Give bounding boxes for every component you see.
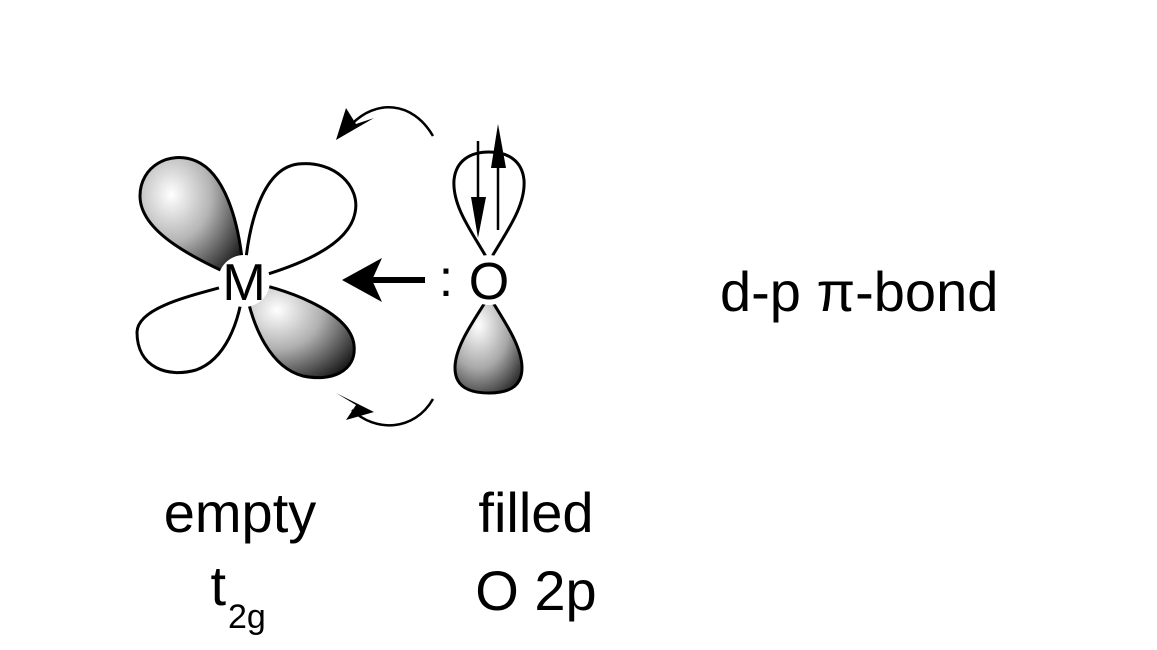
d-lobe-bottom-right [242, 279, 356, 380]
bond-type-label: d-p π-bond [720, 260, 998, 323]
metal-symbol: M [222, 254, 265, 312]
electron-spin-up-icon [491, 124, 506, 230]
d-lobe-top-right [242, 162, 358, 283]
metal-d-orbital-icon [135, 156, 358, 380]
lone-pair: : [439, 250, 453, 308]
oxygen-p-orbital-icon [452, 150, 526, 395]
d-lobe-top-left [138, 156, 246, 284]
electron-pair [471, 124, 506, 238]
t2g-subscript: 2g [228, 598, 266, 636]
oxygen-symbol: O [469, 253, 509, 311]
oxygen-label-line1: filled [478, 481, 593, 544]
curved-arrow-top-icon [336, 106, 435, 140]
t2g-base: t [210, 554, 226, 617]
donation-arrow-icon [342, 258, 425, 302]
electron-spin-down-icon [471, 141, 486, 238]
curved-arrow-bottom-icon [336, 393, 435, 427]
d-lobe-bottom-left [135, 278, 246, 375]
metal-label-line1: empty [164, 481, 317, 544]
oxygen-label-line2: O 2p [475, 559, 596, 622]
p-lobe-bottom [453, 293, 524, 395]
p-lobe-top [452, 150, 526, 266]
metal-label-line2: t 2g [210, 554, 265, 636]
